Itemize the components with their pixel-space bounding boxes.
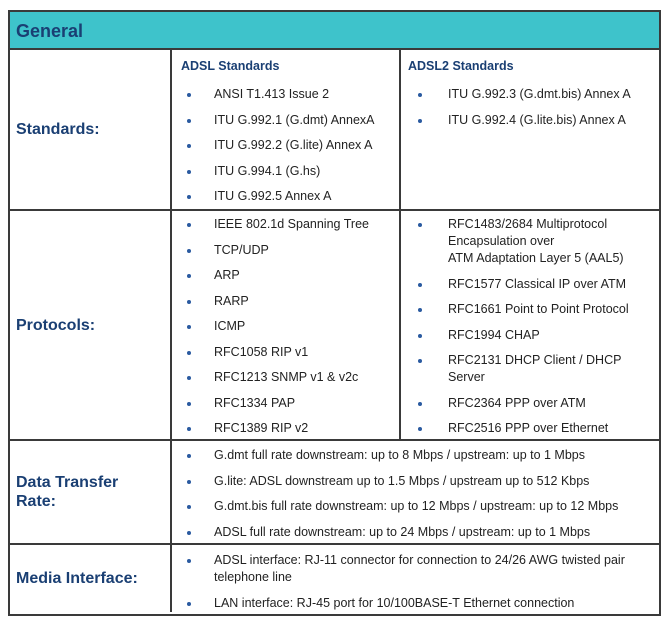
list-item: ARP bbox=[174, 267, 399, 284]
list-item: G.dmt.bis full rate downstream: up to 12… bbox=[174, 498, 659, 515]
list-item: RFC1483/2684 Multiprotocol Encapsulation… bbox=[401, 216, 659, 267]
table-body: Standards: ADSL Standards ANSI T1.413 Issu… bbox=[10, 50, 659, 612]
list-item: ADSL interface: RJ-11 connector for conn… bbox=[174, 552, 659, 586]
column-heading: ADSL2 Standards bbox=[408, 59, 514, 73]
list-item: TCP/UDP bbox=[174, 242, 399, 259]
list-item: RFC1389 RIP v2 bbox=[174, 420, 399, 437]
row-label: Standards: bbox=[10, 50, 172, 209]
table-row: Protocols: IEEE 802.1d Spanning Tree TCP/U… bbox=[10, 211, 659, 441]
column: RFC1483/2684 Multiprotocol Encapsulation… bbox=[399, 211, 659, 439]
list-item: RFC1661 Point to Point Protocol bbox=[401, 301, 659, 318]
list-item: ITU G.992.3 (G.dmt.bis) Annex A bbox=[401, 86, 659, 103]
spec-table: General Standards: ADSL Standards ANSI T1.… bbox=[8, 10, 661, 616]
list-item: LAN interface: RJ-45 port for 10/100BASE… bbox=[174, 595, 659, 612]
column: ADSL Standards ANSI T1.413 Issue 2 ITU G.9… bbox=[174, 50, 399, 209]
list-item: RFC1577 Classical IP over ATM bbox=[401, 276, 659, 293]
list-item: RFC1058 RIP v1 bbox=[174, 344, 399, 361]
row-label: Data Transfer Rate: bbox=[10, 441, 172, 543]
list-item: ITU G.992.5 Annex A bbox=[174, 188, 399, 205]
bullet-list: ITU G.992.3 (G.dmt.bis) Annex A ITU G.992… bbox=[401, 86, 659, 129]
list-item: RFC1213 SNMP v1 & v2c bbox=[174, 369, 399, 386]
list-item: RARP bbox=[174, 293, 399, 310]
table-row: Data Transfer Rate: G.dmt full rate downs… bbox=[10, 441, 659, 545]
list-item: RFC1994 CHAP bbox=[401, 327, 659, 344]
list-item: RFC2131 DHCP Client / DHCP Server bbox=[401, 352, 659, 386]
row-label: Media Interface: bbox=[10, 545, 172, 612]
list-item: ADSL full rate downstream: up to 24 Mbps… bbox=[174, 524, 659, 541]
bullet-list: G.dmt full rate downstream: up to 8 Mbps… bbox=[174, 447, 659, 541]
list-item: IEEE 802.1d Spanning Tree bbox=[174, 216, 399, 233]
bullet-list: RFC1483/2684 Multiprotocol Encapsulation… bbox=[401, 216, 659, 437]
list-item: ICMP bbox=[174, 318, 399, 335]
column: ADSL2 Standards ITU G.992.3 (G.dmt.bis) A… bbox=[399, 50, 659, 209]
list-item: ITU G.992.1 (G.dmt) AnnexA bbox=[174, 112, 399, 129]
list-item: RFC2364 PPP over ATM bbox=[401, 395, 659, 412]
list-item: RFC2516 PPP over Ethernet bbox=[401, 420, 659, 437]
column: G.dmt full rate downstream: up to 8 Mbps… bbox=[174, 441, 659, 543]
list-item: G.dmt full rate downstream: up to 8 Mbps… bbox=[174, 447, 659, 464]
column: ADSL interface: RJ-11 connector for conn… bbox=[174, 545, 659, 612]
bullet-list: ADSL interface: RJ-11 connector for conn… bbox=[174, 552, 659, 612]
list-item: ANSI T1.413 Issue 2 bbox=[174, 86, 399, 103]
list-item: G.lite: ADSL downstream up to 1.5 Mbps /… bbox=[174, 473, 659, 490]
list-item: ITU G.992.2 (G.lite) Annex A bbox=[174, 137, 399, 154]
bullet-list: IEEE 802.1d Spanning Tree TCP/UDP ARP RARP I… bbox=[174, 216, 399, 437]
table-row: Media Interface: ADSL interface: RJ-11 co… bbox=[10, 545, 659, 612]
list-item: RFC1334 PAP bbox=[174, 395, 399, 412]
column-heading: ADSL Standards bbox=[181, 59, 280, 73]
table-row: Standards: ADSL Standards ANSI T1.413 Issu… bbox=[10, 50, 659, 211]
column: IEEE 802.1d Spanning Tree TCP/UDP ARP RARP I… bbox=[174, 211, 399, 439]
list-item: ITU G.992.4 (G.lite.bis) Annex A bbox=[401, 112, 659, 129]
table-title: General bbox=[10, 12, 659, 50]
list-item: ITU G.994.1 (G.hs) bbox=[174, 163, 399, 180]
row-label: Protocols: bbox=[10, 211, 172, 439]
bullet-list: ANSI T1.413 Issue 2 ITU G.992.1 (G.dmt) A… bbox=[174, 86, 399, 205]
